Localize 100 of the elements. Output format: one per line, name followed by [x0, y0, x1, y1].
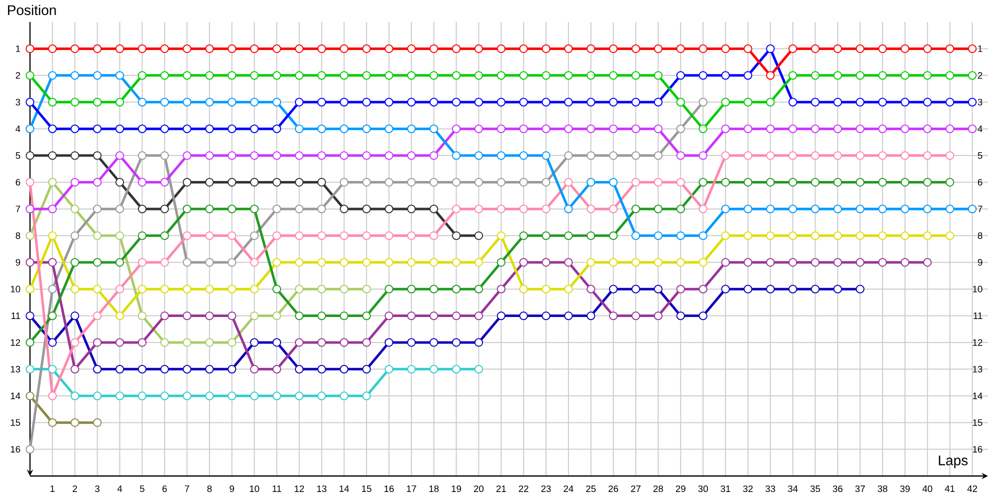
point	[496, 98, 506, 106]
point	[586, 231, 596, 240]
point	[452, 44, 461, 54]
point	[676, 124, 685, 134]
point	[608, 44, 618, 54]
point	[564, 71, 573, 80]
y-tick-label: 3	[16, 98, 20, 106]
point	[608, 178, 618, 187]
point	[856, 71, 864, 80]
point	[362, 44, 371, 54]
point	[138, 204, 147, 214]
point	[676, 71, 685, 80]
x-tick-label: 34	[788, 485, 798, 492]
point	[48, 392, 57, 400]
point	[564, 231, 573, 240]
point	[676, 151, 685, 160]
point	[698, 204, 708, 214]
point	[26, 124, 34, 134]
point	[317, 258, 326, 267]
point	[138, 258, 147, 267]
point	[519, 231, 528, 240]
point	[250, 178, 259, 187]
point	[115, 364, 124, 374]
y-tick-label: 14	[10, 392, 20, 400]
point	[810, 44, 820, 54]
point	[48, 311, 57, 320]
x-tick-label: 18	[429, 485, 439, 492]
point	[856, 178, 864, 187]
point	[698, 231, 708, 240]
y-axis-title: Position	[8, 4, 56, 16]
point	[384, 151, 394, 160]
point	[407, 364, 416, 374]
point	[294, 71, 304, 80]
point	[294, 311, 304, 320]
point	[788, 284, 798, 294]
x-tick-label: 21	[496, 485, 506, 492]
point	[362, 178, 371, 187]
point	[182, 44, 192, 54]
point	[564, 44, 573, 54]
point	[474, 151, 484, 160]
point	[228, 44, 236, 54]
point	[766, 98, 775, 106]
point	[138, 284, 147, 294]
point	[384, 124, 394, 134]
point	[833, 71, 842, 80]
y-tick-label: 10	[10, 286, 20, 292]
y2-tick-label: 5	[978, 152, 982, 159]
point	[564, 204, 573, 214]
point	[654, 124, 663, 134]
x-tick-label: 8	[207, 485, 212, 492]
point	[205, 71, 214, 80]
point	[721, 151, 730, 160]
point	[452, 284, 461, 294]
point	[430, 231, 438, 240]
point	[856, 231, 864, 240]
point	[26, 392, 34, 400]
point	[542, 124, 550, 134]
point	[586, 151, 596, 160]
point	[833, 124, 842, 134]
point	[631, 44, 640, 54]
point	[766, 151, 775, 160]
point	[294, 151, 304, 160]
point	[407, 71, 416, 80]
point	[608, 311, 618, 320]
point	[744, 204, 752, 214]
point	[631, 284, 640, 294]
point	[766, 178, 775, 187]
point	[923, 258, 932, 267]
point	[586, 204, 596, 214]
point	[698, 44, 708, 54]
point	[496, 204, 506, 214]
y2-tick-label: 1	[978, 45, 982, 52]
point	[160, 311, 169, 320]
point	[900, 44, 910, 54]
y2-tick-label: 14	[972, 392, 982, 400]
point	[519, 284, 528, 294]
point	[900, 151, 910, 160]
point	[294, 364, 304, 374]
x-tick-label: 29	[676, 485, 686, 492]
point	[946, 124, 954, 134]
point	[250, 392, 259, 400]
point	[810, 231, 820, 240]
point	[676, 258, 685, 267]
point	[340, 71, 348, 80]
point	[810, 124, 820, 134]
point	[138, 124, 147, 134]
x-tick-label: 26	[608, 485, 618, 492]
point	[294, 258, 304, 267]
point	[810, 178, 820, 187]
point	[833, 284, 842, 294]
point	[362, 311, 371, 320]
point	[317, 151, 326, 160]
point	[474, 204, 484, 214]
point	[48, 178, 57, 187]
point	[362, 124, 371, 134]
point	[654, 204, 663, 214]
point	[205, 284, 214, 294]
point	[564, 311, 573, 320]
point	[70, 151, 80, 160]
x-tick-label: 39	[900, 485, 910, 492]
